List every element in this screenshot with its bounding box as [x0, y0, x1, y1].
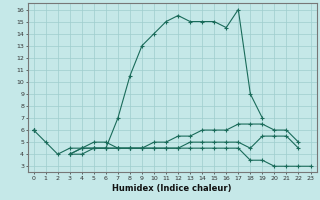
X-axis label: Humidex (Indice chaleur): Humidex (Indice chaleur) [112, 184, 232, 193]
